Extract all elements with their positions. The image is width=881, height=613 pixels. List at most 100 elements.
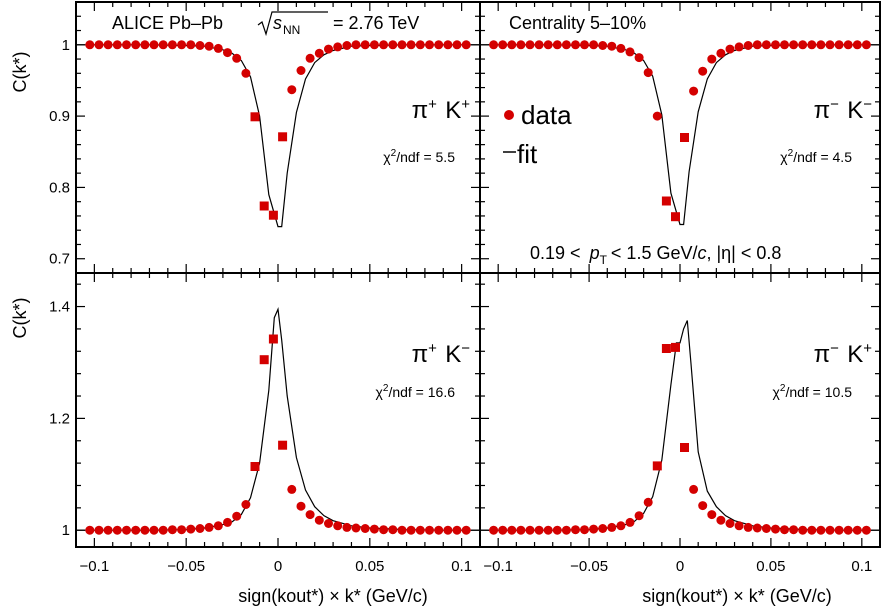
data-point: [443, 525, 453, 535]
kinematic-cut-label: 0.19 < pT < 1.5 GeV/c, |η| < 0.8: [530, 243, 781, 267]
data-point: [661, 196, 671, 206]
legend-fit-label: fit: [517, 139, 538, 169]
data-point: [616, 43, 626, 53]
data-point: [452, 40, 462, 50]
x-tick-label: −0.1: [80, 558, 110, 575]
data-point: [195, 524, 205, 533]
data-point: [103, 40, 113, 50]
ticks-layer: 0.7 0.8 0.9 1 1 1.2 1.4 −0.1 −0.05 0 0.05 0.1 −0.1 −0…: [49, 1, 881, 575]
data-point: [360, 40, 370, 50]
pair-label-top-left: π+ K+: [412, 96, 471, 124]
y-tick-label: 0.9: [49, 108, 70, 125]
energy-subscript: NN: [283, 23, 300, 37]
data-point: [652, 111, 662, 121]
y-tick-label: 0.7: [49, 251, 70, 268]
data-point: [388, 525, 398, 535]
data-point: [167, 525, 177, 535]
data-point: [752, 40, 762, 50]
data-point: [725, 44, 735, 54]
data-point: [131, 525, 141, 535]
data-point: [406, 40, 416, 50]
data-point: [716, 48, 726, 58]
data-point: [369, 40, 379, 50]
data-point: [634, 511, 644, 521]
data-point: [140, 40, 150, 50]
data-point: [397, 40, 407, 50]
data-point: [580, 40, 589, 50]
data-point: [671, 342, 680, 352]
data-point: [489, 40, 499, 50]
data-point: [167, 40, 177, 50]
data-point: [241, 68, 251, 78]
data-point: [625, 517, 635, 527]
data-point: [333, 521, 343, 531]
data-point: [351, 523, 361, 533]
data-point: [186, 40, 196, 50]
data-point: [534, 525, 544, 535]
data-point: [158, 40, 168, 50]
data-point: [425, 525, 434, 535]
data-point: [324, 519, 333, 528]
chi2-label-bottom-left: χ2/ndf = 16.6: [376, 383, 456, 400]
data-point: [149, 40, 159, 50]
data-point: [287, 484, 297, 494]
data-point: [761, 524, 771, 533]
data-point: [843, 525, 853, 535]
data-point: [616, 521, 626, 531]
data-point: [825, 525, 835, 535]
y-axis-title-bottom: C(k*): [10, 298, 30, 339]
x-tick-label: 0.05: [756, 558, 785, 575]
data-point: [397, 525, 407, 535]
data-point: [177, 525, 187, 535]
data-point: [843, 40, 853, 50]
data-point: [195, 41, 205, 50]
data-point: [287, 85, 297, 95]
data-point: [798, 40, 808, 50]
y-axis-title-top: C(k*): [10, 52, 30, 93]
x-tick-label: −0.1: [483, 558, 513, 575]
data-point: [861, 40, 871, 50]
data-point: [232, 511, 242, 521]
data-point: [816, 40, 826, 50]
data-point: [296, 66, 306, 75]
data-point: [204, 41, 214, 51]
x-axis-title-left: sign(kout*) × k* (GeV/c): [238, 586, 428, 606]
data-point: [112, 525, 122, 535]
data-point: [598, 41, 608, 50]
data-point: [461, 40, 471, 50]
data-point: [807, 40, 817, 50]
data-point: [834, 40, 844, 50]
pair-label-top-right: π− K−: [814, 96, 873, 124]
data-point: [342, 522, 352, 532]
data-point: [707, 510, 717, 520]
fit-line-bottom-left: [76, 307, 480, 531]
data-point: [589, 40, 599, 50]
experiment-name: ALICE Pb–Pb: [112, 13, 223, 33]
data-point: [698, 501, 708, 511]
sqrt-icon: [257, 11, 328, 37]
data-point: [789, 525, 799, 535]
data-point: [369, 524, 379, 534]
data-point: [734, 42, 744, 52]
data-point: [204, 522, 214, 532]
data-point: [771, 524, 780, 534]
panel-frames: [75, 1, 881, 548]
data-point: [498, 525, 508, 535]
data-point: [112, 40, 122, 50]
panels-layer: π+ K+ χ2/ndf = 5.5π− K− χ2/ndf = 4.5π+ K…: [76, 40, 880, 535]
data-point: [580, 525, 589, 535]
data-point: [698, 66, 708, 76]
data-point: [852, 40, 862, 50]
y-tick-label: 0.8: [49, 179, 70, 196]
chi2-label-top-right: χ2/ndf = 4.5: [780, 148, 852, 165]
data-point: [834, 525, 844, 535]
data-point: [498, 40, 508, 50]
data-point: [561, 40, 571, 50]
panel-bottom-left: π+ K− χ2/ndf = 16.6: [76, 307, 480, 535]
data-point: [771, 40, 780, 50]
x-tick-label: 0.1: [851, 558, 872, 575]
x-tick-label: −0.05: [167, 558, 205, 575]
data-point: [268, 334, 278, 344]
data-point: [743, 41, 753, 50]
